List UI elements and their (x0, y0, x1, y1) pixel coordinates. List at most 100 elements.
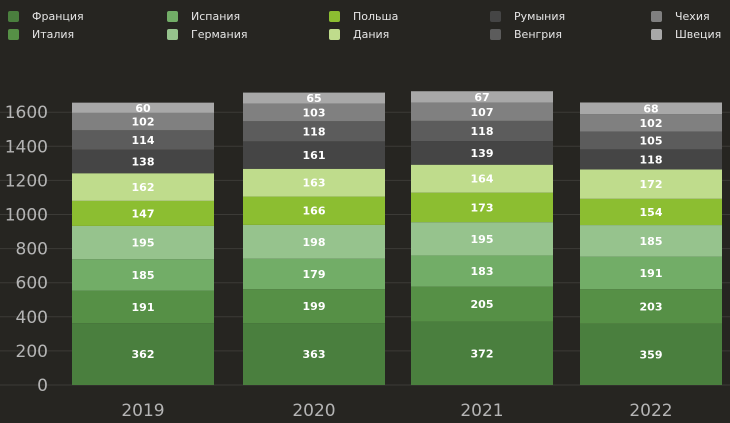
bar-segment (243, 121, 385, 142)
bar-segment (411, 141, 553, 165)
legend-swatch (8, 29, 19, 40)
data-label: 363 (303, 348, 326, 361)
bar-segment (411, 255, 553, 287)
legend-item: Чехия (651, 10, 710, 23)
legend-label: Венгрия (514, 28, 562, 41)
data-label: 162 (132, 181, 155, 194)
bar-segment (580, 169, 722, 199)
data-label: 198 (303, 236, 326, 249)
y-tick-label: 1200 (5, 171, 48, 191)
bar-segment (72, 225, 214, 260)
x-tick-label: 2022 (629, 401, 672, 421)
data-label: 185 (640, 235, 663, 248)
bar-segment (72, 102, 214, 113)
legend-label: Германия (191, 28, 247, 41)
y-tick-label: 600 (16, 274, 48, 294)
legend-item: Франция (8, 10, 84, 23)
legend-label: Италия (32, 28, 74, 41)
bar-segment (580, 323, 722, 385)
y-tick-label: 400 (16, 308, 48, 328)
data-label: 166 (303, 205, 326, 218)
bar-segment (580, 114, 722, 132)
legend-swatch (651, 29, 662, 40)
bar-segment (411, 321, 553, 385)
bar-segment (580, 149, 722, 170)
bar-segment (72, 323, 214, 385)
data-label: 107 (471, 106, 494, 119)
bar-segment (411, 120, 553, 142)
bar-segment (411, 222, 553, 256)
data-label: 203 (640, 300, 663, 313)
legend-item: Швеция (651, 28, 721, 41)
legend-swatch (490, 29, 501, 40)
data-label: 195 (132, 237, 155, 250)
bar-stack-2021: 372 205 183 195 173 164 139 118 107 67 (411, 91, 553, 385)
legend-item: Румыния (490, 10, 565, 23)
legend-label: Швеция (675, 28, 721, 41)
bar-segment (243, 168, 385, 197)
legend-item: Польша (329, 10, 398, 23)
data-label: 199 (303, 300, 326, 313)
data-label: 362 (132, 348, 155, 361)
bar-segment (72, 290, 214, 324)
legend-swatch (651, 11, 662, 22)
legend-item: Испания (167, 10, 240, 23)
data-label: 114 (132, 134, 155, 147)
legend-swatch (167, 29, 178, 40)
legend-swatch (490, 11, 501, 22)
data-label: 154 (640, 206, 663, 219)
legend-label: Испания (191, 10, 240, 23)
legend-swatch (8, 11, 19, 22)
data-label: 68 (643, 102, 658, 115)
data-label: 183 (471, 265, 494, 278)
legend-item: Венгрия (490, 28, 562, 41)
data-label: 205 (471, 298, 494, 311)
x-tick-label: 2019 (121, 401, 164, 421)
y-tick-label: 0 (37, 376, 48, 396)
y-tick-label: 1000 (5, 206, 48, 226)
y-tick-label: 1600 (5, 103, 48, 123)
bar-segment (243, 224, 385, 259)
data-label: 161 (303, 149, 326, 162)
bar-segment (580, 225, 722, 257)
data-label: 359 (640, 348, 663, 361)
bar-stack-2022: 359 203 191 185 154 172 118 105 102 68 (580, 102, 722, 385)
bar-segment (411, 286, 553, 322)
legend-swatch (329, 29, 340, 40)
data-label: 172 (640, 178, 663, 191)
legend-swatch (167, 11, 178, 22)
data-label: 191 (640, 267, 663, 280)
legend: Франция Италия Испания Германия Польша Дания Р… (8, 10, 721, 41)
data-label: 67 (474, 91, 489, 104)
data-label: 372 (471, 347, 494, 360)
y-tick-label: 200 (16, 342, 48, 362)
data-label: 185 (132, 269, 155, 282)
legend-label: Румыния (514, 10, 565, 23)
data-label: 195 (471, 233, 494, 246)
bar-segment (243, 196, 385, 225)
y-tick-label: 800 (16, 240, 48, 260)
bar-segment (72, 112, 214, 131)
bar-segment (243, 103, 385, 122)
data-label: 105 (640, 134, 663, 147)
bar-segment (580, 289, 722, 324)
legend-item: Германия (167, 28, 247, 41)
y-tick-label: 1400 (5, 137, 48, 157)
bar-segment (72, 173, 214, 201)
bar-segment (411, 164, 553, 193)
bar-segment (580, 256, 722, 290)
data-label: 102 (132, 116, 155, 129)
bar-segment (580, 198, 722, 226)
legend-label: Дания (353, 28, 389, 41)
data-label: 102 (640, 117, 663, 130)
data-label: 118 (471, 125, 494, 138)
x-axis: 2019 2020 2021 2022 (121, 401, 672, 421)
bar-segment (72, 259, 214, 291)
legend-label: Польша (353, 10, 398, 23)
legend-label: Франция (32, 10, 84, 23)
x-tick-label: 2021 (460, 401, 503, 421)
data-label: 103 (303, 106, 326, 119)
data-label: 179 (303, 268, 326, 281)
